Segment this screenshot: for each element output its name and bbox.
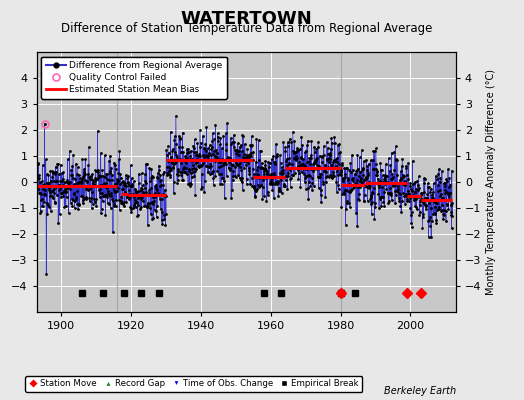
Legend: Station Move, Record Gap, Time of Obs. Change, Empirical Break: Station Move, Record Gap, Time of Obs. C… bbox=[25, 376, 362, 392]
Y-axis label: Monthly Temperature Anomaly Difference (°C): Monthly Temperature Anomaly Difference (… bbox=[486, 69, 496, 295]
Text: Difference of Station Temperature Data from Regional Average: Difference of Station Temperature Data f… bbox=[61, 22, 432, 35]
Text: Berkeley Earth: Berkeley Earth bbox=[384, 386, 456, 396]
Legend: Difference from Regional Average, Quality Control Failed, Estimated Station Mean: Difference from Regional Average, Qualit… bbox=[41, 56, 227, 99]
Text: WATERTOWN: WATERTOWN bbox=[180, 10, 312, 28]
